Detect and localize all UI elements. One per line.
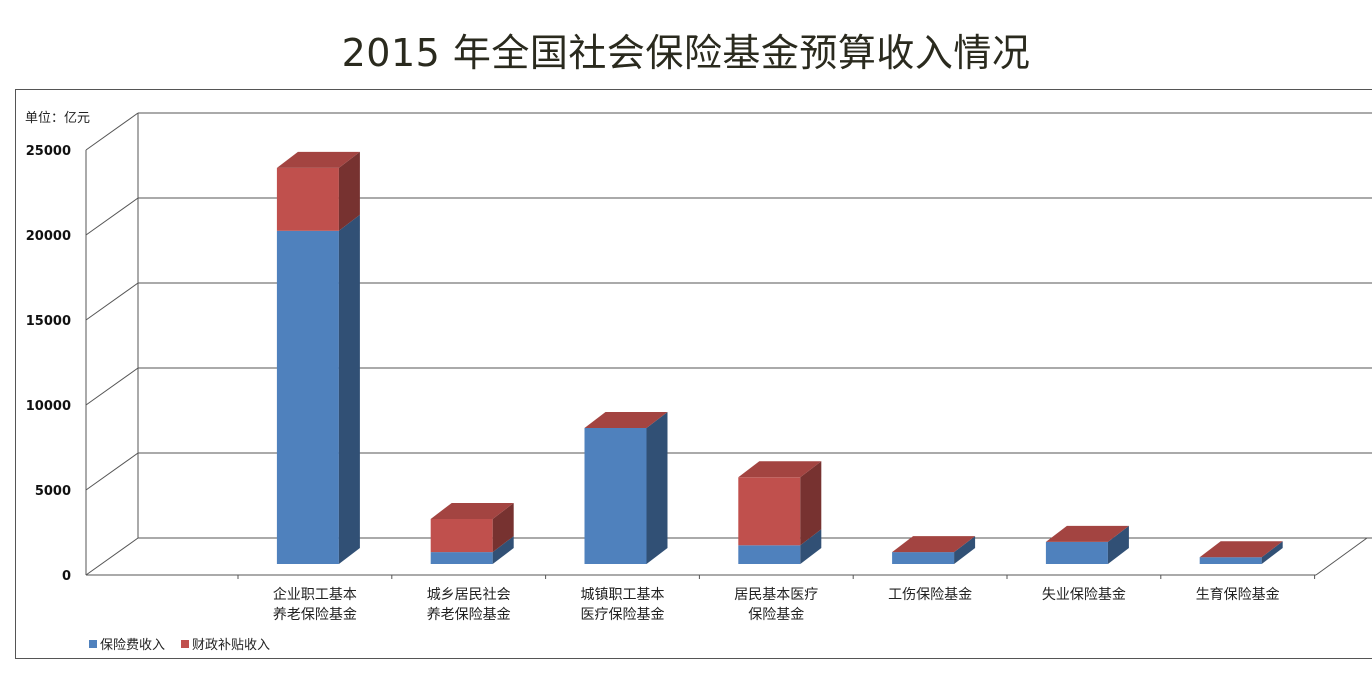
- axes: [85, 113, 1368, 579]
- bar-top: [584, 412, 668, 428]
- bar-side: [338, 151, 360, 231]
- bar-side: [338, 214, 360, 565]
- bar-top: [276, 151, 360, 168]
- x-category-label: 养老保险基金: [427, 606, 511, 623]
- bar-front: [738, 545, 801, 564]
- chart-frame: [15, 89, 1372, 659]
- gridline-side: [85, 112, 139, 151]
- chart-title: 2015 年全国社会保险基金预算收入情况: [341, 31, 1031, 75]
- x-category-label: 工伤保险基金: [888, 586, 972, 603]
- legend: 保险费收入 财政补贴收入: [89, 638, 270, 653]
- bar-side: [492, 536, 514, 564]
- bar-side: [1107, 525, 1129, 564]
- bar-side: [800, 461, 822, 546]
- bar-top: [1045, 525, 1129, 542]
- bar-side: [954, 536, 976, 564]
- labels: 0500010000150002000025000单位：亿元企业职工基本养老保险…: [25, 111, 1280, 623]
- bar-front: [738, 477, 801, 546]
- legend-swatch: [181, 640, 189, 648]
- bar-top: [892, 536, 976, 553]
- gridline-side: [85, 197, 139, 236]
- x-category-label: 失业保险基金: [1042, 586, 1126, 603]
- y-tick-label: 0: [62, 569, 71, 584]
- x-category-label: 生育保险基金: [1196, 586, 1280, 603]
- bar-front: [1045, 541, 1108, 564]
- y-tick-label: 25000: [26, 144, 71, 159]
- legend-swatch: [89, 640, 97, 648]
- gridline-side: [85, 367, 139, 406]
- x-category-label: 保险基金: [748, 606, 804, 623]
- y-tick-label: 20000: [26, 229, 71, 244]
- bar-top: [1199, 541, 1283, 558]
- bar-side: [646, 412, 668, 564]
- bar-front: [430, 518, 493, 553]
- x-category-label: 居民基本医疗: [734, 586, 818, 603]
- y-tick-label: 10000: [26, 399, 71, 414]
- bars: [276, 151, 1283, 565]
- gridline-side: [85, 282, 139, 321]
- gridline-side: [85, 452, 139, 491]
- x-category-label: 企业职工基本: [273, 586, 357, 603]
- bar-front: [430, 552, 493, 564]
- y-tick-label: 5000: [35, 484, 71, 499]
- bar-front: [1199, 557, 1262, 564]
- bar-side: [800, 529, 822, 564]
- bar-front: [276, 230, 339, 565]
- floor-right-edge: [1315, 537, 1368, 576]
- bar-front: [584, 428, 647, 564]
- y-tick-label: 15000: [26, 314, 71, 329]
- x-category-label: 医疗保险基金: [581, 606, 665, 623]
- gridline-side: [85, 537, 139, 576]
- bar-top: [738, 461, 822, 478]
- legend-label: 保险费收入: [100, 638, 165, 653]
- x-category-label: 城镇职工基本: [581, 586, 665, 603]
- x-category-label: 养老保险基金: [273, 606, 357, 623]
- bar-side: [492, 502, 514, 553]
- bar-side: [1261, 541, 1283, 564]
- bar-front: [892, 552, 955, 564]
- x-category-label: 城乡居民社会: [427, 587, 511, 603]
- legend-label: 财政补贴收入: [192, 638, 270, 653]
- bar-top: [430, 502, 514, 519]
- bar-front: [276, 167, 339, 231]
- unit-label: 单位：亿元: [25, 111, 90, 126]
